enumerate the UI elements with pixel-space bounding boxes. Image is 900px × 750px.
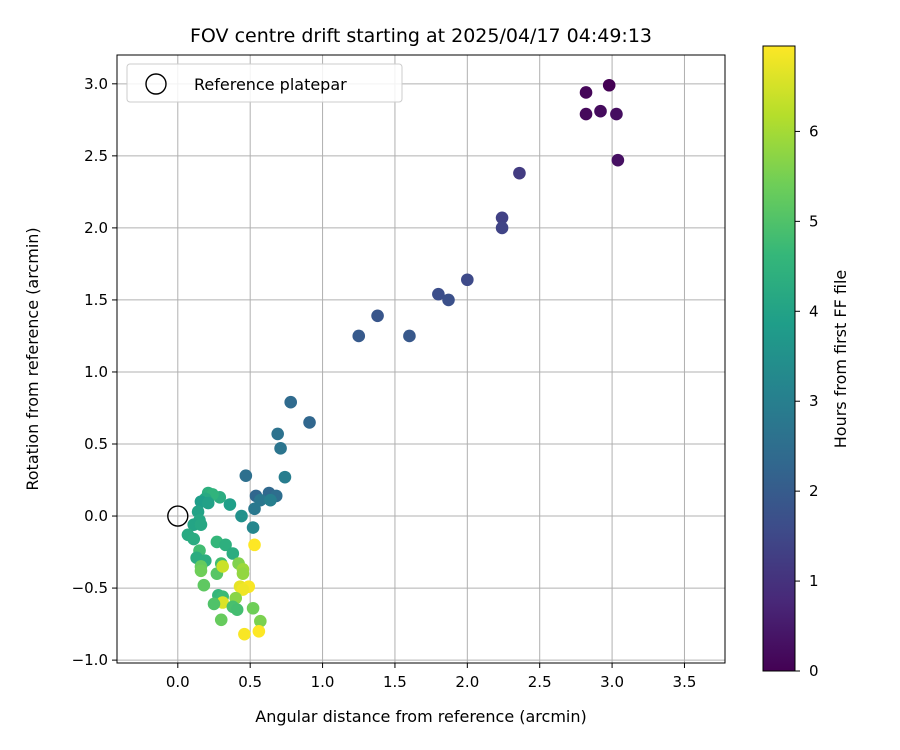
scatter-point (201, 496, 215, 510)
x-tick-label: 2.0 (455, 673, 479, 691)
scatter-point (235, 509, 248, 523)
scatter-point (495, 211, 509, 225)
scatter-point (274, 442, 287, 455)
x-tick-label: 1.0 (311, 673, 335, 691)
scatter-point (246, 521, 260, 534)
scatter-point (403, 329, 416, 343)
scatter-point (236, 583, 250, 596)
legend: Reference platepar (126, 63, 403, 103)
x-axis-label: Angular distance from reference (arcmin) (255, 707, 586, 726)
scatter-point (254, 614, 267, 628)
scatter-point (303, 416, 316, 429)
colorbar-tick-label: 2 (809, 482, 819, 500)
scatter-point (278, 470, 292, 484)
plot-frame (116, 54, 726, 664)
scatter-point (230, 603, 244, 616)
colorbar-tick-label: 3 (809, 392, 819, 410)
scatter-point (214, 613, 228, 627)
colorbar-ticks: 0 1 2 3 4 5 6 (795, 122, 819, 680)
x-tick-label: 1.5 (383, 673, 407, 691)
scatter-point (219, 538, 232, 552)
y-axis-label: Rotation from reference (arcmin) (23, 227, 42, 490)
y-axis-ticks: −1.0 −0.5 0.0 0.5 1.0 1.5 2.0 2.5 3.0 (72, 75, 117, 669)
scatter-point (579, 107, 593, 121)
scatter-point (495, 221, 509, 235)
colorbar-tick-label: 5 (809, 212, 819, 230)
y-tick-label: 1.5 (84, 291, 108, 309)
y-tick-label: 0.0 (84, 507, 108, 525)
scatter-point (513, 166, 526, 180)
y-tick-label: −1.0 (72, 651, 108, 669)
colorbar-tick-label: 0 (809, 662, 819, 680)
scatter-point (216, 560, 229, 573)
scatter-point (432, 287, 445, 301)
chart-title: FOV centre drift starting at 2025/04/17 … (190, 25, 652, 47)
legend-box (126, 63, 403, 103)
scatter-point (226, 547, 240, 560)
scatter-point (239, 469, 253, 483)
scatter-point (264, 493, 277, 507)
colorbar (762, 45, 796, 672)
scatter-point (602, 78, 616, 92)
scatter-point (238, 627, 251, 641)
x-tick-label: 0.5 (238, 673, 262, 691)
scatter-point (236, 567, 250, 580)
scatter-point (187, 532, 201, 546)
x-tick-label: 2.5 (528, 673, 552, 691)
colorbar-tick-label: 1 (809, 572, 819, 590)
y-tick-label: 1.0 (84, 363, 108, 381)
scatter-point (207, 597, 221, 611)
scatter-point (579, 86, 593, 99)
x-axis-ticks: 0.0 0.5 1.0 1.5 2.0 2.5 3.0 3.5 (166, 663, 697, 691)
scatter-point (252, 625, 266, 638)
scatter-point (284, 395, 298, 409)
scatter-point (194, 518, 208, 531)
scatter-point (271, 427, 284, 441)
legend-entry-label: Reference platepar (194, 75, 347, 94)
scatter-point (194, 564, 208, 578)
data-points (181, 78, 625, 641)
y-tick-label: 0.5 (84, 435, 108, 453)
colorbar-tick-label: 6 (809, 122, 819, 140)
scatter-point (611, 153, 625, 167)
scatter-point (197, 578, 211, 592)
reference-platepar-marker (167, 505, 189, 527)
scatter-point (248, 502, 261, 516)
scatter-point (248, 538, 261, 552)
x-tick-label: 3.5 (673, 673, 697, 691)
scatter-point (352, 329, 366, 343)
y-tick-label: 3.0 (84, 75, 108, 93)
scatter-point (442, 293, 455, 307)
legend-marker-icon (145, 73, 167, 95)
grid-lines (117, 55, 725, 663)
scatter-point (610, 107, 623, 121)
scatter-point (246, 601, 260, 615)
scatter-point (371, 309, 384, 323)
x-tick-label: 0.0 (166, 673, 190, 691)
y-tick-label: −0.5 (72, 579, 108, 597)
scatter-point (594, 104, 607, 118)
colorbar-label: Hours from first FF file (831, 270, 850, 449)
scatter-point (223, 498, 237, 511)
x-tick-label: 3.0 (600, 673, 624, 691)
scatter-point (461, 273, 474, 287)
y-tick-label: 2.5 (84, 147, 108, 165)
y-tick-label: 2.0 (84, 219, 108, 237)
colorbar-tick-label: 4 (809, 302, 819, 320)
